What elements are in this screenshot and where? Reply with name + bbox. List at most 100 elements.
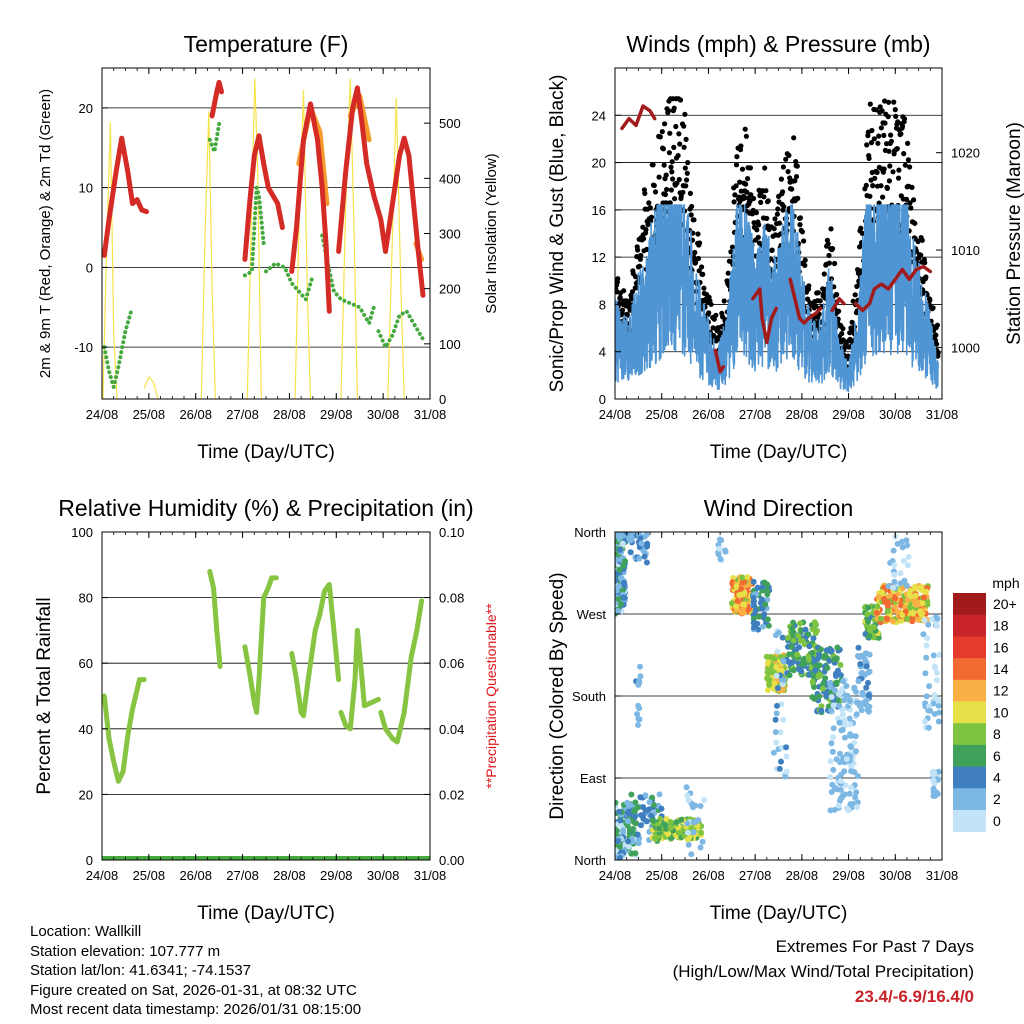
direction-point xyxy=(617,822,624,828)
direction-point xyxy=(764,675,771,682)
gust-point xyxy=(671,105,677,111)
plot-area xyxy=(102,78,426,399)
gust-point xyxy=(923,274,929,280)
gust-point xyxy=(674,180,680,186)
gust-point xyxy=(877,104,883,110)
gust-point xyxy=(830,246,836,252)
gust-point xyxy=(874,169,880,175)
gust-point xyxy=(697,240,703,246)
y-tick-label: North xyxy=(574,525,606,540)
panel-humidity: Relative Humidity (%) & Precipitation (i… xyxy=(34,495,499,924)
direction-point xyxy=(774,702,780,709)
direction-point xyxy=(615,827,620,834)
gust-point xyxy=(794,163,800,169)
series-station-pressure xyxy=(788,277,823,325)
gust-point xyxy=(802,262,808,268)
direction-point xyxy=(890,618,896,625)
direction-point xyxy=(894,608,901,615)
y-tick-label: West xyxy=(577,607,607,622)
y2-tick-label: 300 xyxy=(439,227,461,242)
direction-point xyxy=(923,654,930,661)
direction-point xyxy=(733,603,739,610)
direction-point xyxy=(930,700,937,707)
gust-point xyxy=(918,252,924,258)
direction-point xyxy=(739,606,746,613)
direction-point xyxy=(806,643,813,650)
x-tick-label: 27/08 xyxy=(739,868,772,883)
direction-point xyxy=(930,652,937,659)
direction-point xyxy=(926,683,933,690)
gust-point xyxy=(675,153,681,159)
direction-point xyxy=(802,626,809,633)
direction-point xyxy=(822,675,829,682)
gust-point xyxy=(677,141,683,147)
direction-point xyxy=(818,707,825,714)
gust-point xyxy=(692,249,698,256)
direction-point xyxy=(847,801,854,807)
direction-point xyxy=(773,664,780,670)
direction-point xyxy=(897,570,904,577)
direction-point xyxy=(884,616,891,622)
direction-point xyxy=(637,673,644,680)
y2-axis-label: Station Pressure (Maroon) xyxy=(1004,122,1024,345)
gust-point xyxy=(867,193,873,199)
direction-point xyxy=(935,702,942,709)
gust-point xyxy=(762,165,768,171)
y-tick-label: 24 xyxy=(592,108,606,123)
series-relative-humidity xyxy=(378,598,425,745)
direction-point xyxy=(853,711,860,718)
direction-point xyxy=(930,771,937,778)
gust-point xyxy=(747,198,753,204)
gust-point xyxy=(642,190,648,196)
gust-point xyxy=(662,121,668,127)
y-tick-label: 12 xyxy=(592,250,606,265)
series-solar-insolation xyxy=(200,111,216,399)
gust-point xyxy=(806,283,812,289)
direction-point xyxy=(615,577,619,584)
direction-point xyxy=(891,562,898,569)
x-tick-label: 24/08 xyxy=(86,407,119,422)
colorbar-label: mph xyxy=(992,575,1019,591)
direction-point xyxy=(621,594,628,601)
direction-point xyxy=(836,759,843,766)
gust-point xyxy=(633,285,639,291)
gust-point xyxy=(771,226,777,232)
gust-point xyxy=(643,227,649,233)
gust-point xyxy=(797,215,804,221)
direction-point xyxy=(779,634,786,641)
direction-point xyxy=(617,843,623,850)
direction-point xyxy=(773,710,780,717)
direction-point xyxy=(934,615,941,622)
direction-point xyxy=(832,673,839,679)
direction-point xyxy=(816,693,823,700)
plot-frame xyxy=(101,531,431,861)
direction-point xyxy=(615,532,619,539)
gust-point xyxy=(738,143,744,149)
x-tick-label: 28/08 xyxy=(273,407,306,422)
colorbar: mph 20+ 18 16 14 12 10 8 6 4 2 0 xyxy=(953,575,1020,833)
series-relative-humidity xyxy=(102,677,147,784)
y-tick-label: 20 xyxy=(79,101,93,116)
direction-point xyxy=(936,651,942,658)
direction-point xyxy=(633,820,640,827)
direction-point xyxy=(810,635,817,642)
direction-point xyxy=(838,794,845,801)
x-tick-label: 30/08 xyxy=(367,868,400,883)
direction-point xyxy=(778,758,784,765)
gust-point xyxy=(901,151,907,157)
x-tick-label: 24/08 xyxy=(599,868,632,883)
direction-point xyxy=(809,678,816,685)
series-relative-humidity xyxy=(242,575,279,715)
y-tick-label: 0 xyxy=(599,392,606,407)
gust-point xyxy=(840,326,846,332)
gust-point xyxy=(650,162,656,168)
direction-point xyxy=(841,717,848,724)
gust-point xyxy=(774,211,781,217)
direction-point xyxy=(788,660,795,667)
gust-point xyxy=(676,176,682,183)
gust-point xyxy=(871,136,877,142)
series-2m-t xyxy=(383,135,426,298)
gust-point xyxy=(634,254,640,260)
gust-point xyxy=(678,193,684,200)
y-tick-label: 20 xyxy=(592,156,606,171)
